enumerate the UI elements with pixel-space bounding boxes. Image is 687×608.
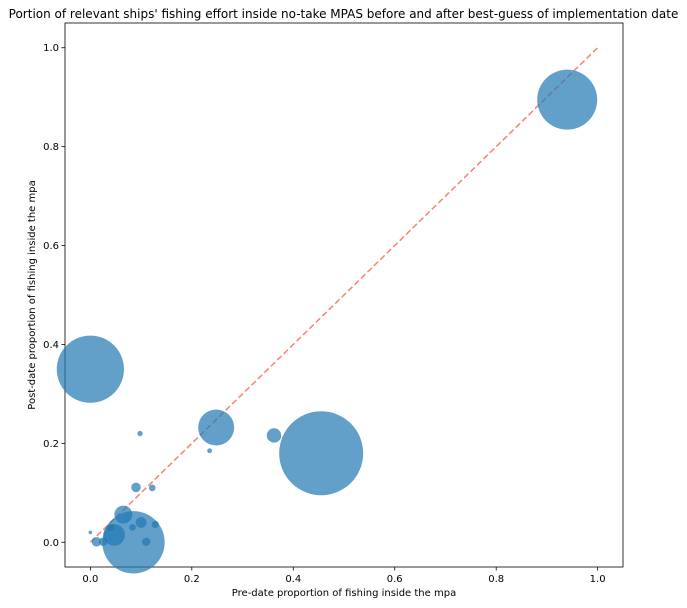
scatter-point <box>207 448 212 454</box>
y-tick-label: 0.4 <box>43 340 59 351</box>
y-tick-label: 1.0 <box>43 43 59 54</box>
y-tick-label: 0.0 <box>43 538 59 549</box>
scatter-point <box>148 484 156 492</box>
scatter-point <box>88 530 93 535</box>
x-tick-label: 0.4 <box>285 574 301 585</box>
scatter-point <box>137 430 143 437</box>
scatter-point <box>135 517 147 528</box>
x-tick-label: 1.0 <box>590 574 606 585</box>
y-tick-label: 0.8 <box>43 142 59 153</box>
scatter-point <box>151 520 159 529</box>
x-tick-label: 0.8 <box>488 574 504 585</box>
x-tick-label: 0.0 <box>82 574 98 585</box>
x-axis-ticks: 0.0 0.2 0.4 0.6 0.8 1.0 <box>82 567 606 585</box>
scatter-point <box>537 69 598 130</box>
reference-line-group <box>89 47 599 543</box>
y-tick-label: 0.2 <box>43 439 59 450</box>
y-tick-label: 0.6 <box>43 241 59 252</box>
scatter-point <box>98 537 108 546</box>
scatter-point <box>131 482 141 493</box>
x-tick-label: 0.2 <box>184 574 200 585</box>
scatter-point <box>91 536 102 547</box>
scatter-point <box>114 505 133 524</box>
scatter-point <box>198 409 235 446</box>
scatter-point <box>266 428 282 443</box>
diagonal-reference-line <box>89 47 599 543</box>
y-axis-label: Post-date proportion of fishing inside t… <box>27 180 38 409</box>
scatter-point <box>141 537 151 546</box>
x-tick-label: 0.6 <box>387 574 403 585</box>
chart-title: Portion of relevant ships' fishing effor… <box>9 7 679 21</box>
scatter-point <box>107 523 115 532</box>
scatter-points <box>56 69 598 574</box>
y-axis-ticks: 0.0 0.2 0.4 0.6 0.8 1.0 <box>43 43 65 549</box>
scatter-point <box>129 524 136 531</box>
scatter-point <box>56 335 124 403</box>
scatter-point <box>279 411 364 496</box>
x-axis-label: Pre-date proportion of fishing inside th… <box>232 588 456 599</box>
